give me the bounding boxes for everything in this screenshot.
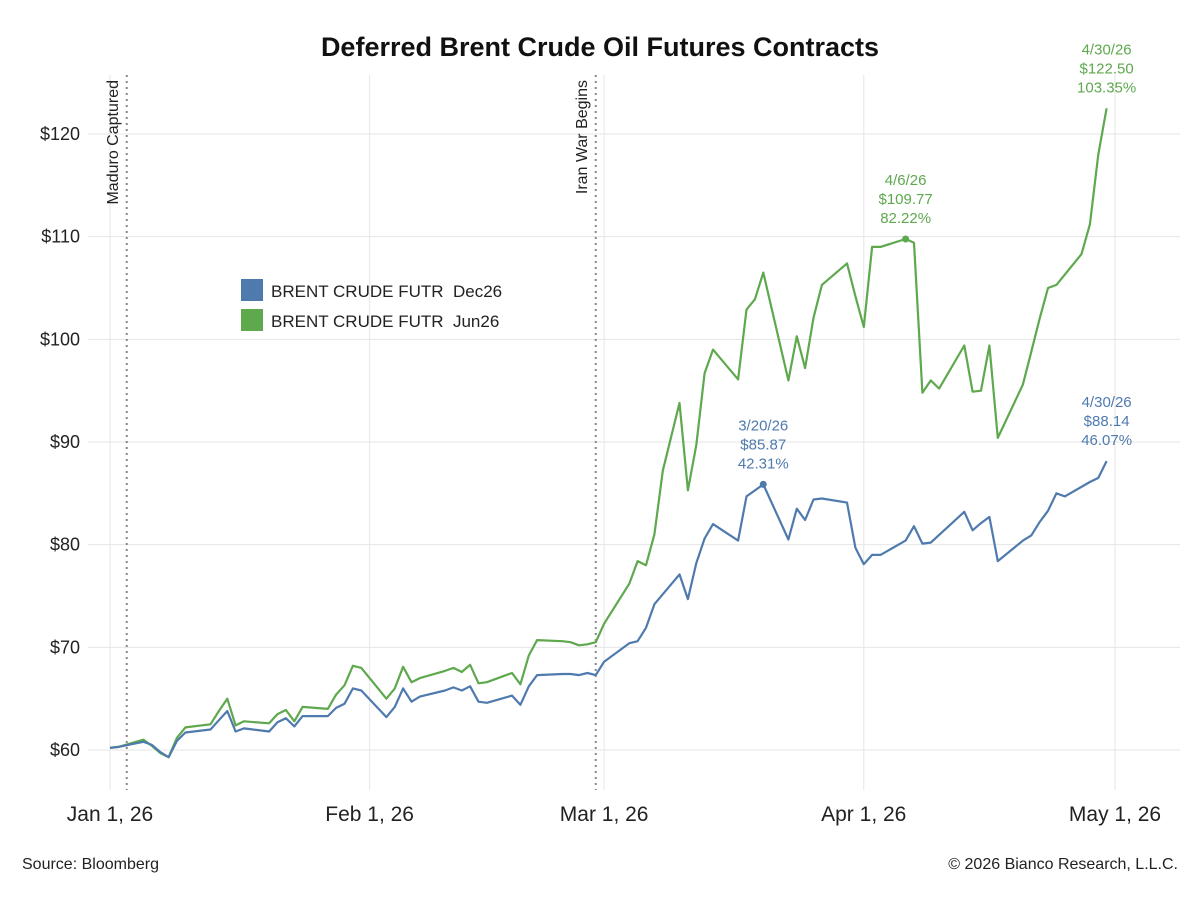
series-lines [109, 108, 1108, 759]
annotation-text: 46.07% [1081, 432, 1132, 449]
source-note: Source: Bloomberg [22, 856, 159, 873]
y-tick-label: $100 [40, 329, 80, 349]
x-axis-ticks: Jan 1, 26 Feb 1, 26 Mar 1, 26 Apr 1, 26 May … [67, 803, 1161, 826]
y-axis-ticks: $60 $70 $80 $90 $100 $110 $120 [40, 124, 80, 760]
x-tick-label: Jan 1, 26 [67, 803, 153, 826]
annotation-text: $122.50 [1080, 60, 1134, 77]
x-tick-label: Apr 1, 26 [821, 803, 906, 826]
event-label: Iran War Begins [574, 80, 591, 194]
annotation-text: 103.35% [1077, 79, 1136, 96]
y-tick-label: $120 [40, 124, 80, 144]
annotation-text: 3/20/26 [738, 417, 788, 434]
y-tick-label: $90 [50, 432, 80, 452]
x-tick-label: Mar 1, 26 [560, 803, 649, 826]
annotation-text: 4/30/26 [1082, 394, 1132, 411]
annotation-text: $88.14 [1084, 413, 1130, 430]
annotation-text: $109.77 [879, 191, 933, 208]
annotation-text: 82.22% [880, 210, 931, 227]
annotation-marker [902, 235, 910, 243]
legend-swatch-dec26 [241, 279, 263, 301]
event-label: Maduro Captured [105, 80, 122, 205]
x-tick-label: May 1, 26 [1069, 803, 1161, 826]
y-tick-label: $70 [50, 637, 80, 657]
annotation-text: 42.31% [738, 455, 789, 472]
y-tick-label: $80 [50, 535, 80, 555]
annotation-marker [759, 480, 767, 488]
annotation-text: 4/6/26 [885, 172, 927, 189]
legend-label-dec26: BRENT CRUDE FUTR Dec26 [271, 282, 502, 301]
series-line-1 [109, 108, 1108, 759]
gridlines [88, 75, 1180, 790]
legend-swatch-jun26 [241, 309, 263, 331]
chart-legend: BRENT CRUDE FUTR Dec26 BRENT CRUDE FUTR … [241, 279, 502, 331]
x-tick-label: Feb 1, 26 [325, 803, 414, 826]
event-lines: Maduro Captured Iran War Begins [105, 75, 597, 790]
legend-label-jun26: BRENT CRUDE FUTR Jun26 [271, 312, 499, 331]
y-tick-label: $110 [41, 227, 80, 247]
y-tick-label: $60 [50, 740, 80, 760]
copyright-note: © 2026 Bianco Research, L.L.C. [948, 856, 1178, 873]
annotation-text: $85.87 [740, 436, 786, 453]
chart-title: Deferred Brent Crude Oil Futures Contrac… [321, 32, 879, 62]
data-annotations: 3/20/26 $85.87 42.31% 4/30/26 $88.14 46.07% 4/… [738, 41, 1136, 488]
annotation-text: 4/30/26 [1082, 41, 1132, 58]
series-line-0 [109, 460, 1108, 759]
